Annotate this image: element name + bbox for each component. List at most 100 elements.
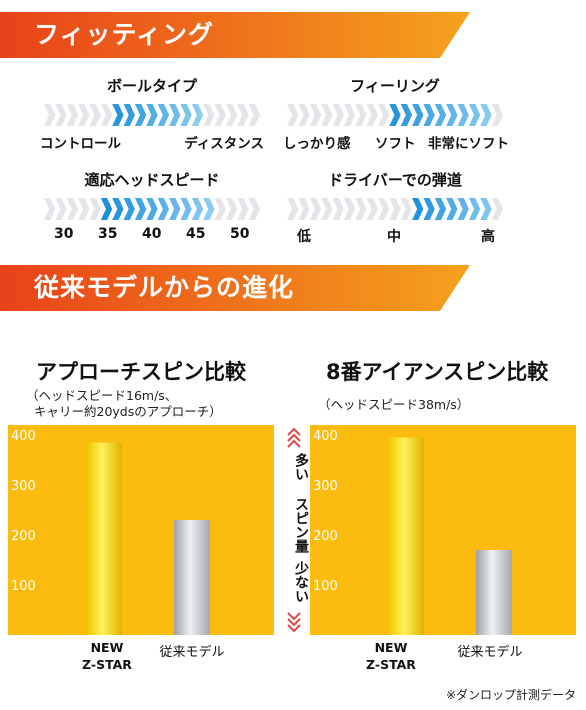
- gauge-chevron: [389, 198, 401, 220]
- gauge-chevron: [169, 198, 181, 220]
- gauge-chevron: [491, 198, 503, 220]
- gauge-label-left: コントロール: [40, 136, 121, 152]
- gauge-chevron: [377, 104, 390, 126]
- spin-high-label: 多い: [293, 453, 309, 481]
- gauge-chevron: [457, 198, 469, 220]
- subtitle-line: キャリー約20ydsのアプローチ）: [34, 404, 222, 419]
- gauge-labels: 低 中 高: [287, 226, 503, 246]
- gauge-title: フィーリング: [350, 77, 440, 95]
- bar-conventional: [476, 550, 512, 635]
- section-banner-evolution: 従来モデルからの進化: [0, 265, 470, 311]
- gauge-chevron: [191, 104, 204, 126]
- section-title: 従来モデルからの進化: [34, 273, 295, 302]
- bar-new-zstar: [86, 442, 122, 635]
- gauge-chevron: [480, 104, 492, 126]
- footnote: ※ダンロップ計測データ: [445, 688, 576, 702]
- gauge-chevron: [100, 198, 113, 220]
- gauge-chevron: [468, 198, 481, 220]
- gauge-chevron: [44, 198, 56, 220]
- gauge-chevron: [89, 198, 101, 220]
- gauge-chevron: [423, 104, 435, 126]
- gauge-label: 40: [142, 226, 162, 242]
- x-label-conventional: 従来モデル: [457, 645, 523, 660]
- gauge-chevron-scale: [44, 104, 260, 126]
- gauge-chevron: [134, 198, 147, 220]
- gauge-label: 30: [54, 226, 74, 242]
- gauge-ball-type: ボールタイプ コントロール ディスタンス: [40, 76, 264, 152]
- gauge-chevron: [434, 198, 447, 220]
- gauge-chevron: [332, 198, 344, 220]
- gauge-chevron: [298, 104, 310, 126]
- gauge-chevron: [169, 104, 181, 126]
- spin-amount-label: スピン量: [293, 497, 309, 553]
- gauge-chevron: [66, 104, 79, 126]
- gauge-chevron: [480, 198, 492, 220]
- gauge-chevron: [157, 198, 170, 220]
- gauge-label: 50: [230, 226, 250, 242]
- gauge-chevron: [309, 198, 322, 220]
- gauge-label-right: 高: [481, 229, 495, 245]
- gauge-chevron: [123, 104, 135, 126]
- gauge-chevron: [321, 198, 333, 220]
- gauge-chevron: [112, 198, 124, 220]
- gauge-label-right: ディスタンス: [184, 136, 264, 152]
- gauge-label-right: 非常にソフト: [428, 136, 509, 152]
- approach-spin-chart: 100 200 300 400: [8, 425, 274, 635]
- gauge-chevron: [446, 104, 458, 126]
- gauge-chevron: [400, 198, 413, 220]
- gauge-chevron-scale: [44, 198, 260, 220]
- chart-title: アプローチスピン比較: [36, 360, 246, 384]
- gauge-label-middle: ソフト: [375, 136, 416, 152]
- chart-subtitle: （ヘッドスピード38m/s）: [318, 397, 469, 413]
- gauge-chevron-scale: [287, 198, 503, 220]
- gauge-labels: しっかり感 ソフト 非常にソフト: [283, 132, 509, 152]
- gauge-label: 35: [98, 226, 118, 242]
- y-tick-label: 300: [11, 479, 36, 494]
- y-tick-label: 300: [313, 479, 338, 494]
- gauge-feeling: フィーリング しっかり感 ソフト 非常にソフト: [283, 76, 509, 152]
- gauge-chevron: [157, 104, 170, 126]
- gauge-label-left: 低: [297, 229, 311, 245]
- gauge-chevron: [389, 104, 401, 126]
- gauge-title: 適応ヘッドスピード: [84, 171, 220, 189]
- gauge-chevron: [44, 104, 56, 126]
- section-title: フィッティング: [34, 20, 215, 49]
- x-label-new-zstar: NEW Z-STAR: [366, 640, 416, 672]
- y-tick-label: 100: [313, 579, 338, 594]
- gauge-labels: 30 35 40 45 50: [44, 226, 260, 246]
- gauge-trajectory: ドライバーでの弾道 低 中 高: [287, 170, 503, 246]
- spin-low-label: 少ない: [293, 561, 309, 603]
- gauge-chevron: [468, 104, 481, 126]
- gauge-chevron: [55, 104, 67, 126]
- section-banner-fitting: フィッティング: [0, 12, 470, 58]
- gauge-labels: コントロール ディスタンス: [40, 132, 264, 152]
- gauge-chevron: [412, 198, 424, 220]
- x-label-conventional: 従来モデル: [159, 645, 225, 660]
- gauge-chevron: [298, 198, 310, 220]
- gauge-chevron: [180, 104, 192, 126]
- gauge-chevron: [123, 198, 135, 220]
- gauge-chevron: [112, 104, 124, 126]
- chart-subtitle: （ヘッドスピード16m/s、 キャリー約20ydsのアプローチ）: [26, 388, 222, 420]
- y-tick-label: 400: [11, 429, 36, 444]
- gauge-chevron: [203, 104, 215, 126]
- gauge-chevron: [400, 104, 413, 126]
- gauge-chevron: [134, 104, 147, 126]
- gauge-chevron: [203, 198, 215, 220]
- gauge-chevron: [491, 104, 503, 126]
- gauge-chevron: [366, 198, 378, 220]
- gauge-chevron: [66, 198, 79, 220]
- banner-shape: [0, 265, 470, 311]
- gauge-chevron: [78, 104, 90, 126]
- chart-background: [310, 425, 576, 635]
- gauge-chevron: [78, 198, 90, 220]
- gauge-label: 45: [186, 226, 206, 242]
- gauge-chevron: [457, 104, 469, 126]
- gauge-chevron: [146, 198, 158, 220]
- gauge-chevron: [146, 104, 158, 126]
- gauge-title: ボールタイプ: [106, 77, 197, 95]
- gauge-chevron: [412, 104, 424, 126]
- spin-arrows: [287, 427, 301, 633]
- gauge-chevron: [377, 198, 390, 220]
- y-tick-label: 400: [313, 429, 338, 444]
